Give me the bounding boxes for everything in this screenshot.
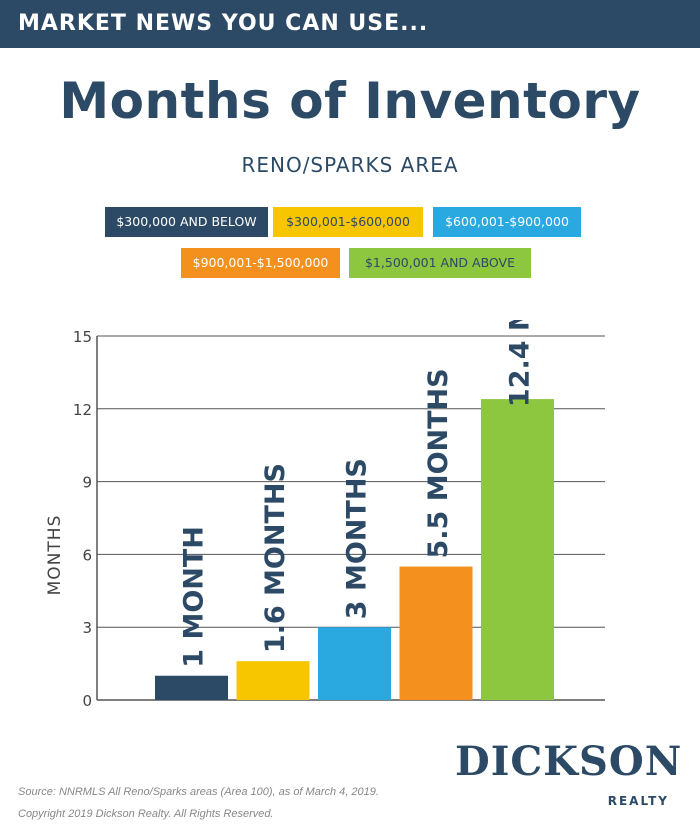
- bar-5: [481, 399, 554, 700]
- y-tick-label-12: 12: [73, 401, 92, 419]
- bar-4: [399, 566, 473, 700]
- bar-chart: 0 3 6 9 12 15 MONTHS 1 MONTH 1.6 MONTHS 3 MONTHS 5…: [45, 320, 605, 710]
- y-tick-label-9: 9: [82, 474, 92, 492]
- dickson-logo: DICKSON: [455, 738, 683, 785]
- y-tick-label-3: 3: [82, 619, 92, 637]
- bar-data-label-2: 1.6 MONTHS: [260, 463, 291, 653]
- legend-item-3: $600,001-$900,000: [433, 207, 581, 237]
- header-banner: MARKET NEWS YOU CAN USE...: [0, 0, 700, 48]
- bar-data-label-3: 3 MONTHS: [342, 458, 373, 619]
- legend-item-5: $1,500,001 AND ABOVE: [349, 248, 531, 278]
- legend-item-4: $900,001-$1,500,000: [181, 248, 340, 278]
- y-tick-label-6: 6: [82, 546, 92, 564]
- bar-3: [318, 627, 391, 700]
- dickson-logo-sub: REALTY: [607, 794, 669, 808]
- y-axis-label: MONTHS: [45, 515, 65, 596]
- bar-1: [155, 675, 228, 700]
- y-tick-label-0: 0: [82, 692, 92, 710]
- bar-data-label-5: 12.4 MONTHS: [505, 320, 536, 407]
- bar-data-label-1: 1 MONTH: [179, 526, 210, 668]
- y-tick-label-15: 15: [73, 328, 92, 346]
- copyright-note: Copyright 2019 Dickson Realty. All Right…: [18, 808, 274, 820]
- chart-title: Months of Inventory: [59, 72, 641, 130]
- banner-text: MARKET NEWS YOU CAN USE...: [18, 11, 429, 36]
- bar-2: [236, 661, 310, 700]
- legend-item-2: $300,001-$600,000: [273, 207, 423, 237]
- source-note: Source: NNRMLS All Reno/Sparks areas (Ar…: [18, 786, 379, 798]
- chart-subtitle: RENO/SPARKS AREA: [241, 153, 459, 177]
- bar-data-label-4: 5.5 MONTHS: [423, 368, 454, 558]
- legend-item-1: $300,000 AND BELOW: [105, 207, 268, 237]
